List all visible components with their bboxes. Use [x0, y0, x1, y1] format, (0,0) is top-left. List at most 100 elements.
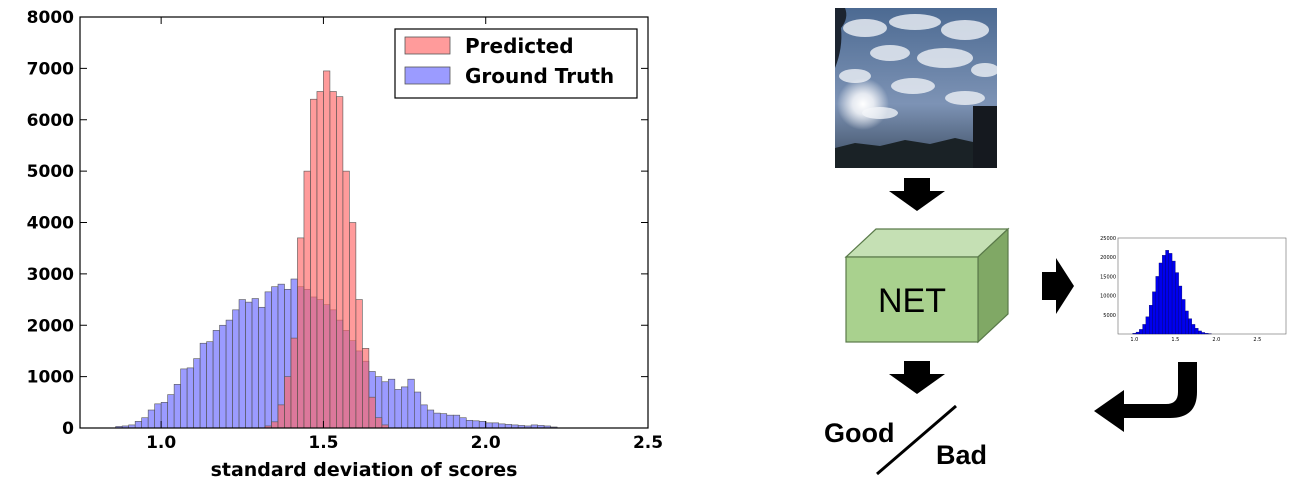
mini-bars — [1132, 250, 1212, 335]
mini-histogram: 25000 20000 15000 10000 5000 1.0 1.5 2.0 2.5 — [1100, 236, 1287, 343]
ground-truth-bar — [141, 417, 149, 429]
ground-truth-bar — [420, 404, 428, 429]
ground-truth-bar — [212, 330, 220, 429]
ground-truth-bar — [381, 381, 389, 429]
x-tick-label: 1.0 — [146, 433, 176, 453]
net-label: NET — [878, 282, 946, 320]
mini-bar — [1162, 255, 1166, 335]
y-tick-label: 0 — [62, 419, 74, 439]
mini-x-ticks: 1.0 1.5 2.0 2.5 — [1130, 337, 1261, 343]
mini-bar — [1158, 262, 1163, 335]
predicted-bar — [290, 337, 298, 429]
legend-swatch-ground-truth — [404, 66, 451, 85]
ground-truth-bar — [167, 394, 175, 429]
mini-bar — [1152, 291, 1156, 335]
ground-truth-bar — [134, 421, 142, 429]
ground-truth-bar — [258, 306, 266, 429]
mini-bar — [1139, 329, 1143, 335]
ground-truth-bar — [199, 342, 207, 429]
y-tick-label: 8000 — [27, 8, 74, 28]
ground-truth-bar — [193, 358, 201, 429]
legend: Predicted Ground Truth — [394, 28, 638, 99]
down-arrow-icon — [889, 178, 945, 211]
mini-x-tick-label: 1.5 — [1171, 337, 1179, 343]
mini-y-tick-label: 10000 — [1100, 294, 1116, 300]
ground-truth-bar — [271, 286, 279, 429]
ground-truth-bar — [264, 291, 272, 429]
mini-bar — [1155, 276, 1160, 335]
cube-front — [845, 256, 979, 343]
ground-truth-bar — [491, 422, 499, 429]
good-bad-divider — [876, 404, 957, 476]
ground-truth-bar — [439, 413, 448, 429]
ground-truth-bar — [414, 391, 422, 429]
return-arrow-icon — [1094, 362, 1197, 432]
y-tick-label: 7000 — [27, 59, 74, 79]
ground-truth-bar — [478, 421, 487, 429]
down-arrow-icon — [889, 361, 945, 394]
good-label: Good — [824, 418, 894, 448]
ground-truth-bar — [160, 402, 168, 429]
mini-bar — [1165, 250, 1169, 335]
ground-truth-bar — [465, 419, 474, 429]
predicted-bar — [336, 96, 344, 429]
mini-bar — [1178, 285, 1183, 335]
x-tick-label: 2.5 — [633, 433, 663, 453]
mini-bar — [1204, 333, 1209, 335]
y-tick-label: 2000 — [27, 316, 74, 336]
mini-bar — [1145, 316, 1150, 335]
mini-x-tick-label: 2.5 — [1253, 337, 1261, 343]
mini-bar — [1168, 253, 1173, 335]
mini-bar — [1194, 328, 1199, 335]
mini-bar — [1148, 305, 1153, 335]
ground-truth-bar — [498, 423, 506, 429]
mini-bar — [1201, 332, 1206, 335]
sky-photo — [835, 8, 997, 168]
x-tick-label: 1.5 — [308, 433, 338, 453]
legend-label-predicted: Predicted — [465, 34, 574, 58]
ground-truth-bar — [433, 412, 441, 429]
legend-label-ground-truth: Ground Truth — [465, 64, 614, 88]
ground-truth-bar — [206, 341, 214, 429]
mini-bar — [1185, 310, 1189, 335]
net-cube: NET — [844, 227, 1010, 344]
mini-bar — [1171, 260, 1176, 335]
ground-truth-bar — [401, 386, 409, 429]
ground-truth-bar — [394, 389, 402, 429]
bad-label: Bad — [936, 440, 987, 470]
mini-y-tick-label: 15000 — [1100, 274, 1116, 280]
ground-truth-bar — [426, 409, 435, 429]
x-axis-ticks: 1.0 1.5 2.0 2.5 — [146, 17, 663, 453]
ground-truth-bar — [219, 324, 227, 429]
mini-bar — [1142, 324, 1147, 335]
y-tick-label: 5000 — [27, 162, 74, 182]
predicted-bar — [329, 91, 337, 429]
predicted-bar — [355, 299, 363, 429]
legend-swatch-predicted — [404, 36, 451, 55]
y-axis-ticks: 0 1000 2000 3000 4000 5000 6000 7000 8000 — [27, 8, 648, 439]
ground-truth-bar — [407, 378, 415, 429]
ground-truth-bar — [238, 299, 246, 429]
predicted-bar — [368, 396, 376, 429]
y-tick-label: 6000 — [27, 111, 74, 131]
y-tick-label: 1000 — [27, 368, 74, 388]
ground-truth-bar — [154, 403, 162, 429]
mini-bar — [1191, 324, 1196, 335]
predicted-bar — [362, 348, 370, 429]
ground-truth-bar — [173, 384, 181, 429]
histogram-chart: 0 1000 2000 3000 4000 5000 6000 7000 8000 1.0 1.5… — [27, 8, 663, 481]
predicted-bar — [271, 421, 279, 429]
x-axis-label: standard deviation of scores — [211, 459, 518, 481]
ground-truth-bar — [446, 414, 454, 429]
predicted-bar — [349, 222, 357, 429]
ground-truth-bar — [388, 378, 396, 429]
predicted-bar — [375, 417, 383, 429]
mini-bar — [1135, 331, 1140, 335]
ground-truth-bar — [186, 367, 194, 429]
mini-bar — [1181, 299, 1186, 335]
mini-bar — [1198, 330, 1202, 335]
right-arrow-icon — [1042, 258, 1074, 314]
predicted-bar — [342, 170, 350, 429]
ground-truth-bar — [232, 309, 240, 429]
mini-plot-frame — [1117, 237, 1287, 335]
